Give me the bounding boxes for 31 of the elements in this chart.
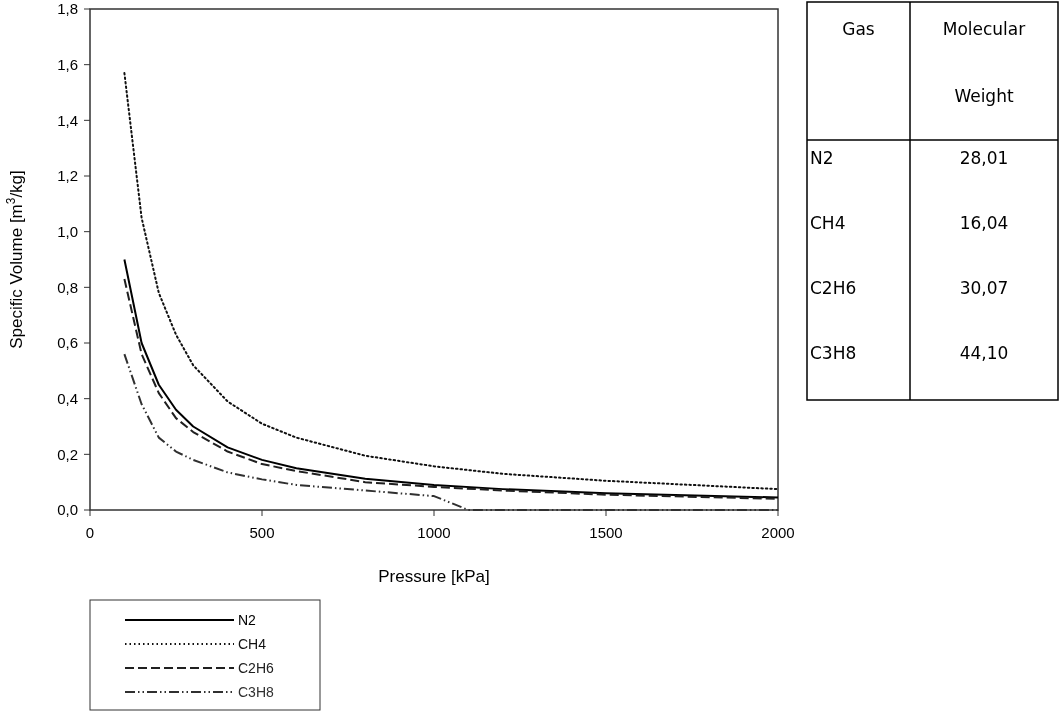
text: CH4 xyxy=(810,213,846,233)
x-tick-label: 1000 xyxy=(417,524,451,541)
y-tick-label: 0,4 xyxy=(57,389,78,407)
text: C3H8 xyxy=(238,683,275,700)
y-tick-label: 0,6 xyxy=(57,334,78,352)
y-tick-label: 0,8 xyxy=(57,278,78,296)
line-series xyxy=(123,72,779,491)
text: 16,04 xyxy=(959,213,1009,233)
text: C3H8 xyxy=(810,343,857,363)
text: N2 xyxy=(238,611,257,628)
text: C2H6 xyxy=(810,278,857,298)
y-tick-label: 1,4 xyxy=(57,111,78,129)
text: Gas xyxy=(842,19,875,39)
text: 44,10 xyxy=(959,343,1009,363)
text: 28,01 xyxy=(959,148,1009,168)
x-tick-label: 0 xyxy=(85,524,95,541)
text: 30,07 xyxy=(959,278,1009,298)
x-axis-title: Pressure [kPa] xyxy=(378,567,490,586)
text: CH4 xyxy=(238,635,267,652)
x-tick-label: 500 xyxy=(249,524,275,541)
y-tick-label: 0,0 xyxy=(57,501,78,519)
y-tick-label: 1,8 xyxy=(57,0,78,18)
y-tick-label: 0,2 xyxy=(57,445,78,463)
x-tick-label: 2000 xyxy=(761,524,795,541)
y-tick-label: 1,2 xyxy=(57,167,78,185)
y-tick-label: 1,0 xyxy=(57,222,78,240)
text: N2 xyxy=(810,148,834,168)
text: Molecular Weight xyxy=(942,19,1026,106)
y-tick-label: 1,6 xyxy=(57,55,78,73)
text: C2H6 xyxy=(238,659,275,676)
x-tick-label: 1500 xyxy=(589,524,623,541)
